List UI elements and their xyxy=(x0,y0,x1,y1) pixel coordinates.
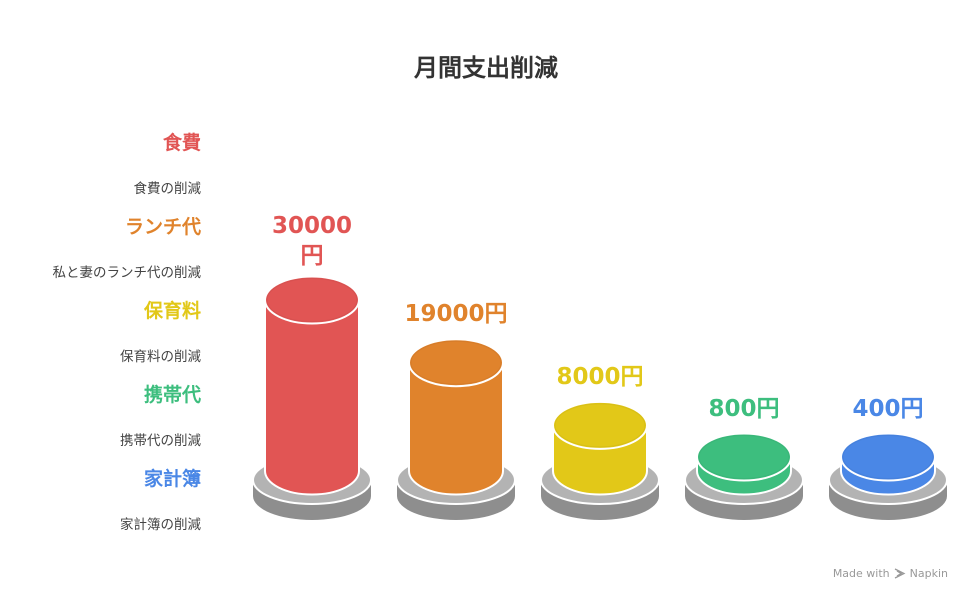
value-label: 400円 xyxy=(852,395,924,422)
legend-label: 家計簿 xyxy=(143,468,201,490)
legend-item: 食費 食費の削減 xyxy=(1,128,202,212)
legend-description: 家計簿の削減 xyxy=(120,517,201,533)
value-label: 800円 xyxy=(708,395,780,422)
legend-label: 食費 xyxy=(162,132,201,154)
legend-label: ランチ代 xyxy=(124,216,201,238)
cylinder-top xyxy=(696,432,792,482)
cylinder-top-rim xyxy=(410,340,502,385)
legend-item: 携帯代 携帯代の削減 xyxy=(1,380,201,464)
value-label: 19000円 xyxy=(404,301,508,328)
legend-description: 食費の削減 xyxy=(133,181,202,197)
cylinder-bar xyxy=(252,275,372,520)
legend-item: ランチ代 私と妻のランチ代の削減 xyxy=(1,212,202,296)
legend-description: 保育料の削減 xyxy=(120,349,201,365)
cylinder-bar xyxy=(540,400,660,520)
legend-item: 家計簿 家計簿の削減 xyxy=(1,464,201,548)
cylinder-bar xyxy=(828,432,948,520)
value-label: 30000 円 xyxy=(271,212,353,269)
footer: Made with Napkin xyxy=(833,567,948,580)
napkin-logo-icon xyxy=(894,568,906,579)
legend-label: 携帯代 xyxy=(143,384,201,406)
cylinder-top-rim xyxy=(266,278,358,322)
legend-label: 保育料 xyxy=(143,300,201,322)
cylinder-top-rim xyxy=(554,403,646,448)
cylinder-top xyxy=(840,432,936,482)
cylinder-top-rim xyxy=(698,435,790,479)
value-label: 8000円 xyxy=(556,363,644,390)
cylinder-top-rim xyxy=(842,435,934,479)
cylinder-body xyxy=(408,361,504,496)
cylinder-top xyxy=(552,400,648,450)
chart-title: 月間支出削減 xyxy=(414,54,558,82)
cylinder-body xyxy=(264,299,360,496)
cylinder-bar xyxy=(396,338,516,520)
cylinder-top xyxy=(264,275,360,325)
legend-description: 私と妻のランチ代の削減 xyxy=(52,265,202,281)
made-with-text: Made with xyxy=(832,567,890,580)
legend: 食費 食費の削減 ランチ代 私と妻のランチ代の削減 保育料 保育料の削減 携帯代… xyxy=(1,128,202,548)
cylinder-top xyxy=(408,338,504,388)
legend-item: 保育料 保育料の削減 xyxy=(1,296,201,380)
cylinder-bar xyxy=(684,432,804,520)
napkin-brand-text: Napkin xyxy=(909,567,948,580)
legend-description: 携帯代の削減 xyxy=(120,433,201,449)
